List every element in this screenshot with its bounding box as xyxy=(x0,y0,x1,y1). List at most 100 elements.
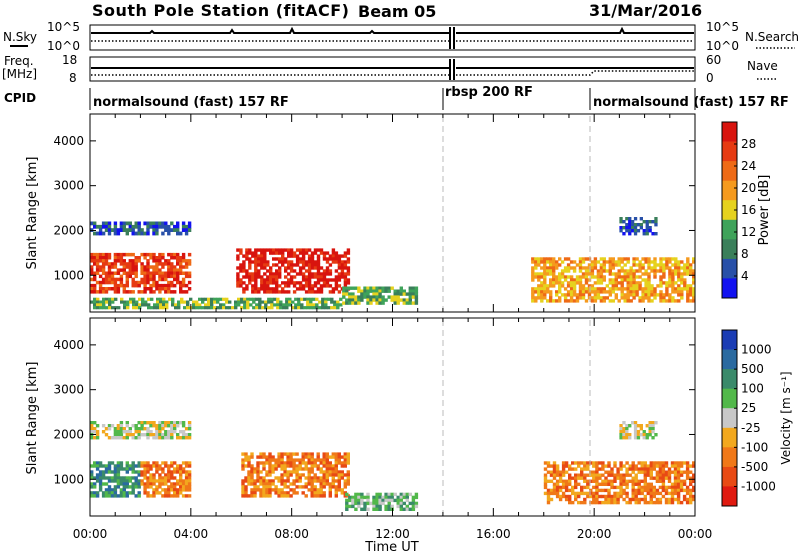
power-cell xyxy=(316,275,321,279)
power-cell xyxy=(161,271,165,275)
power-cell xyxy=(251,260,255,264)
power-cell xyxy=(249,303,253,307)
power-cell xyxy=(581,293,586,297)
power-cell xyxy=(146,265,150,269)
power-cell xyxy=(99,300,103,304)
velocity-cell xyxy=(682,488,687,493)
power-cell xyxy=(113,262,118,266)
velocity-cell xyxy=(301,485,305,489)
power-colorbar-tick-label: 20 xyxy=(741,181,756,195)
power-cell xyxy=(689,299,693,303)
power-cell xyxy=(90,277,94,282)
velocity-cell xyxy=(652,461,656,465)
velocity-cell xyxy=(667,485,672,490)
velocity-cell xyxy=(622,482,626,486)
velocity-cell xyxy=(610,500,614,505)
velocity-cell xyxy=(616,497,620,502)
power-cell xyxy=(158,224,162,229)
power-cell xyxy=(101,259,106,263)
power-cell xyxy=(104,274,109,279)
power-cell xyxy=(303,297,307,301)
power-cell xyxy=(143,271,147,275)
velocity-cell xyxy=(601,488,605,493)
power-cell xyxy=(659,293,663,297)
velocity-cell xyxy=(655,488,660,493)
power-cell xyxy=(642,220,646,224)
power-cell xyxy=(257,287,261,291)
power-cell xyxy=(263,278,267,282)
velocity-cell xyxy=(146,491,150,495)
power-cell xyxy=(158,259,162,263)
velocity-cell xyxy=(607,482,611,486)
power-cell xyxy=(270,300,274,304)
power-cell xyxy=(101,280,106,285)
velocity-cell xyxy=(146,476,150,480)
velocity-cell xyxy=(125,491,129,495)
velocity-cell xyxy=(649,473,653,477)
power-cell xyxy=(692,278,696,282)
velocity-cell xyxy=(170,488,174,492)
power-cell xyxy=(152,268,156,272)
freq-label: Freq. xyxy=(4,54,34,68)
power-cell xyxy=(263,263,267,267)
power-cell xyxy=(179,283,183,288)
power-cell xyxy=(662,275,666,279)
power-cell xyxy=(243,306,247,310)
power-cell xyxy=(167,259,171,263)
velocity-cell xyxy=(116,467,121,471)
velocity-cell xyxy=(286,458,290,462)
power-cell xyxy=(281,257,285,261)
power-cell xyxy=(566,257,571,261)
velocity-cell xyxy=(310,479,314,483)
velocity-cell xyxy=(116,433,121,437)
power-cell xyxy=(107,268,112,272)
power-cell xyxy=(98,265,103,269)
power-cell xyxy=(325,251,330,255)
velocity-cell xyxy=(265,494,269,498)
velocity-cell xyxy=(649,500,653,505)
power-cell xyxy=(177,306,181,310)
power-cell xyxy=(599,281,604,285)
power-cell xyxy=(322,272,327,276)
power-cell xyxy=(201,300,205,304)
power-cell xyxy=(572,299,577,303)
velocity-cell xyxy=(619,461,623,465)
power-cell xyxy=(158,287,162,291)
power-cell xyxy=(334,257,339,261)
power-cell xyxy=(596,293,601,297)
power-cell xyxy=(316,287,321,291)
velocity-cell xyxy=(631,485,635,490)
velocity-cell xyxy=(337,461,341,465)
power-cell xyxy=(110,228,115,232)
power-cell xyxy=(104,228,109,232)
velocity-cell xyxy=(322,473,326,477)
power-cell xyxy=(266,275,270,279)
velocity-cell xyxy=(631,470,635,474)
power-cell xyxy=(267,297,271,301)
velocity-cell xyxy=(625,427,629,431)
velocity-cell xyxy=(113,479,118,483)
power-cell xyxy=(113,224,118,229)
velocity-cell xyxy=(577,476,581,480)
power-cell xyxy=(375,292,379,296)
velocity-cell xyxy=(98,476,103,480)
power-cell xyxy=(294,306,298,310)
velocity-cell xyxy=(241,464,245,468)
velocity-cell xyxy=(143,491,147,495)
velocity-colorbar-cell xyxy=(722,330,737,350)
power-cell xyxy=(98,228,103,232)
velocity-cell xyxy=(384,507,388,511)
power-cell xyxy=(628,220,632,224)
velocity-cell xyxy=(95,491,100,495)
velocity-cell xyxy=(628,464,632,468)
velocity-cell xyxy=(295,467,299,471)
power-cell xyxy=(677,293,681,297)
velocity-cell xyxy=(331,479,335,483)
velocity-cell xyxy=(546,491,551,496)
velocity-cell xyxy=(292,464,296,468)
velocity-cell xyxy=(181,467,186,471)
velocity-cell xyxy=(110,488,115,492)
power-cell xyxy=(334,269,339,273)
velocity-cell xyxy=(304,461,308,465)
power-cell xyxy=(590,299,595,303)
